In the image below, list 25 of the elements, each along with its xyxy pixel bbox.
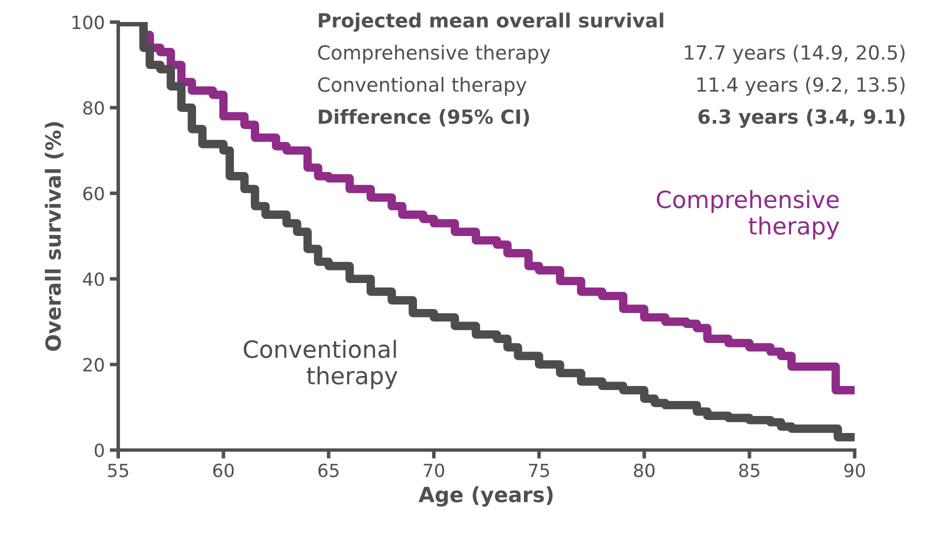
y-tick-label: 40: [82, 272, 104, 286]
annotation: Difference (95% CI): [318, 108, 530, 126]
annotation: 11.4 years (9.2, 13.5): [697, 76, 905, 96]
x-tick-label: 85: [739, 464, 760, 478]
text: Comprehensive therapy: [656, 190, 840, 240]
annotation: Projected mean overall survival: [318, 12, 664, 32]
y-tick-label: 0: [94, 444, 104, 458]
y-tick-label: 80: [83, 101, 104, 115]
y-tick-label: 60: [83, 186, 104, 200]
y-tick-label: 100: [72, 16, 104, 30]
y-axis-title: Overall survival (%): [44, 122, 64, 351]
x-tick-label: 90: [844, 464, 865, 478]
x-tick-label: 80: [634, 464, 655, 478]
series-label: Conventional therapy: [244, 340, 398, 390]
annotation: 6.3 years (3.4, 9.1): [698, 108, 905, 128]
y-tick-label: 20: [83, 358, 104, 372]
x-tick-label: 75: [529, 464, 549, 478]
x-tick-label: 55: [108, 464, 128, 478]
x-axis-title: Age (years): [418, 486, 553, 507]
annotation: Comprehensive therapy: [318, 44, 550, 64]
annotation: Conventional therapy: [318, 76, 526, 96]
x-tick-label: 70: [424, 464, 444, 478]
x-tick-label: 65: [318, 464, 339, 478]
x-tick-label: 60: [213, 464, 234, 478]
annotation: 17.7 years (14.9, 20.5): [685, 44, 905, 64]
